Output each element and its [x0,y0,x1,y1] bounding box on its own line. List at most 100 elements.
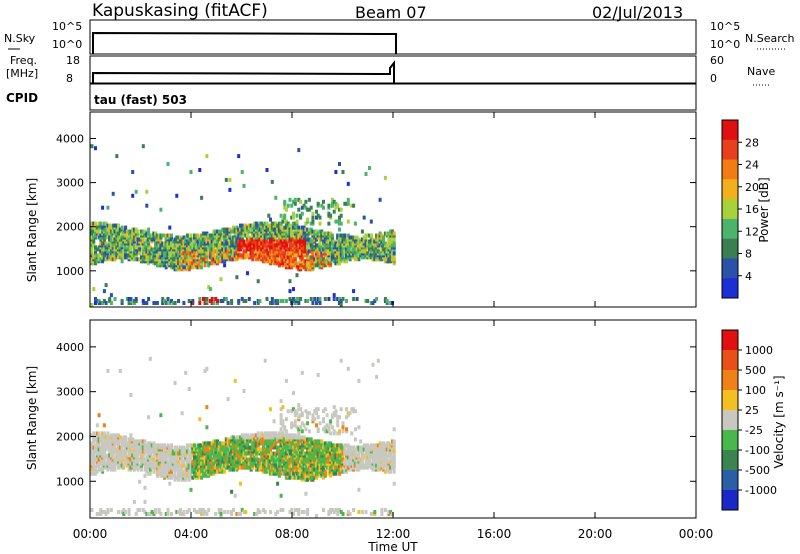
data-cell [270,249,274,254]
data-cell [242,183,246,188]
data-cell [94,301,97,305]
data-cell [338,207,341,212]
data-cell [327,231,331,236]
data-cell [230,229,234,234]
data-cell [389,301,393,305]
data-cell [191,475,195,480]
data-cell [376,453,380,458]
data-cell [237,239,241,244]
data-cell [203,247,207,252]
data-cell [150,255,154,260]
data-cell [392,453,396,458]
data-cell [244,439,248,444]
data-cell [99,233,103,238]
data-cell [387,441,391,446]
data-cell [198,263,202,268]
data-cell [320,245,324,250]
data-cell [157,471,161,476]
data-cell [316,461,320,466]
data-cell [359,461,363,466]
data-cell [371,241,375,246]
data-cell [214,297,218,301]
data-cell [329,469,333,474]
data-cell [251,223,255,228]
data-cell [373,449,377,454]
data-cell [306,241,310,246]
data-cell [364,249,368,254]
data-cell [198,417,202,422]
data-cell [383,469,387,474]
data-cell [307,249,311,254]
data-cell [173,473,177,478]
data-cell [124,245,128,250]
data-cell [311,441,315,446]
data-cell [161,443,165,448]
data-cell [102,423,106,428]
data-cell [111,451,115,456]
data-cell [334,205,338,210]
data-cell [221,299,225,303]
data-cell [339,207,343,212]
data-cell [212,443,216,448]
data-cell [118,435,122,440]
data-cell [230,257,234,262]
data-cell [341,429,345,434]
data-cell [106,227,110,232]
data-cell [292,259,295,264]
data-cell [244,451,248,456]
data-cell [320,469,324,474]
data-cell [327,297,331,301]
data-cell [346,181,350,186]
data-cell [212,439,216,444]
data-cell [284,469,288,474]
data-cell [318,449,322,454]
data-cell [239,451,242,456]
data-cell [171,449,175,454]
data-cell [175,475,179,480]
data-cell [277,221,281,226]
data-cell [97,253,101,258]
data-cell [173,237,177,242]
data-cell [200,475,204,480]
data-cell [304,473,308,478]
data-cell [237,435,241,440]
data-cell [334,461,338,466]
data-cell [138,508,142,512]
data-cell [170,469,173,474]
data-cell [154,443,158,448]
data-cell [221,469,225,474]
data-cell [101,445,105,450]
data-cell [304,199,308,204]
data-cell [235,457,239,462]
data-cell [279,457,283,462]
data-cell [302,469,306,474]
data-cell [288,243,292,248]
data-cell [290,227,294,232]
data-cell [316,453,320,458]
data-cell [122,435,126,440]
data-cell [231,235,235,240]
data-cell [175,247,179,252]
data-cell [352,407,356,412]
data-cell [104,435,108,440]
data-cell [111,229,115,234]
data-cell [198,469,202,474]
data-cell [376,237,380,242]
data-cell [125,235,129,240]
data-cell [262,433,265,438]
data-cell [359,445,363,450]
data-cell [283,445,287,450]
data-cell [292,243,295,248]
colorbar-swatch [722,218,738,240]
data-cell [102,443,106,448]
data-cell [177,243,181,248]
data-cell [304,221,308,226]
data-cell [332,469,336,474]
data-cell [336,419,340,424]
data-cell [304,249,308,254]
data-cell [254,245,258,250]
data-cell [389,229,393,234]
data-cell [366,443,370,448]
data-cell [201,459,205,464]
